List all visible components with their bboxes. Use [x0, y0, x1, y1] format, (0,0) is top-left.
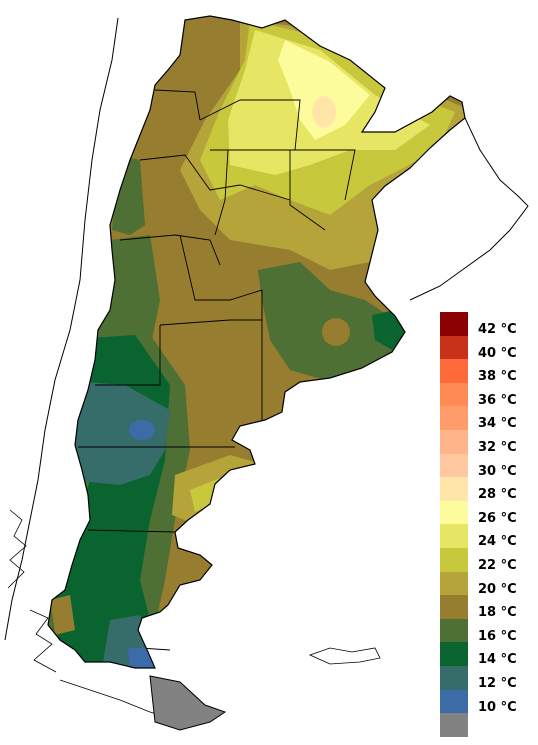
- legend-label: 16 °C: [478, 628, 517, 644]
- legend-item: 26 °C: [438, 500, 538, 526]
- legend-item: 34 °C: [438, 406, 538, 432]
- legend-label: 14 °C: [478, 652, 517, 668]
- legend-swatch: [440, 713, 468, 737]
- legend-item: 36 °C: [438, 382, 538, 408]
- legend-item: 38 °C: [438, 359, 538, 385]
- legend-swatch: [440, 477, 468, 501]
- legend-swatch: [440, 359, 468, 383]
- legend-item: 24 °C: [438, 524, 538, 550]
- legend-label: 38 °C: [478, 369, 517, 385]
- legend-swatch: [440, 312, 468, 336]
- legend-item: 28 °C: [438, 477, 538, 503]
- legend-label: 42 °C: [478, 322, 517, 337]
- legend-item: 20 °C: [438, 571, 538, 597]
- legend-item: 32 °C: [438, 429, 538, 455]
- legend-label: 10 °C: [478, 699, 517, 715]
- tierra-del-fuego: [149, 675, 227, 731]
- legend-item: 14 °C: [438, 642, 538, 668]
- legend-swatch: [440, 382, 468, 407]
- legend-label: 12 °C: [478, 675, 517, 691]
- legend-item: 12 °C: [438, 665, 538, 691]
- legend-label: 24 °C: [478, 534, 517, 550]
- legend-swatch: [440, 524, 468, 548]
- legend-swatch: [440, 642, 468, 666]
- legend-item: 10 °C: [438, 689, 538, 715]
- legend-label: 22 °C: [478, 557, 517, 573]
- legend-swatch: [440, 547, 468, 572]
- legend-label: 40 °C: [478, 345, 517, 361]
- legend-item: 40 °C: [438, 335, 538, 361]
- legend-label: 26 °C: [478, 510, 517, 526]
- legend-swatch: [440, 618, 468, 643]
- legend-item: [438, 713, 538, 737]
- legend-swatch: [440, 429, 468, 454]
- legend-swatch: [440, 500, 468, 525]
- legend-swatch: [440, 406, 468, 430]
- legend-swatch: [440, 595, 468, 619]
- legend-label: 34 °C: [478, 416, 517, 432]
- legend-swatch: [440, 665, 468, 690]
- legend-label: 30 °C: [478, 463, 517, 479]
- legend-label: 18 °C: [478, 605, 517, 621]
- legend-item: 30 °C: [438, 453, 538, 479]
- legend-label: 32 °C: [478, 439, 517, 455]
- legend-swatch: [440, 335, 468, 360]
- legend-item: 18 °C: [438, 595, 538, 621]
- legend-item: 42 °C: [438, 312, 538, 337]
- temperature-legend: 42 °C 40 °C 38 °C 36 °C 34 °C 32 °C 30 °C 28 °C…: [438, 312, 538, 737]
- province-borders: [78, 89, 356, 533]
- legend-label: 20 °C: [478, 581, 517, 597]
- legend-item: 22 °C: [438, 547, 538, 573]
- legend-swatch: [440, 689, 468, 714]
- legend-label: 28 °C: [478, 487, 517, 503]
- legend-swatch: [440, 571, 468, 596]
- legend-label: 36 °C: [478, 392, 517, 408]
- legend-item: 16 °C: [438, 618, 538, 644]
- legend-swatch: [440, 453, 468, 478]
